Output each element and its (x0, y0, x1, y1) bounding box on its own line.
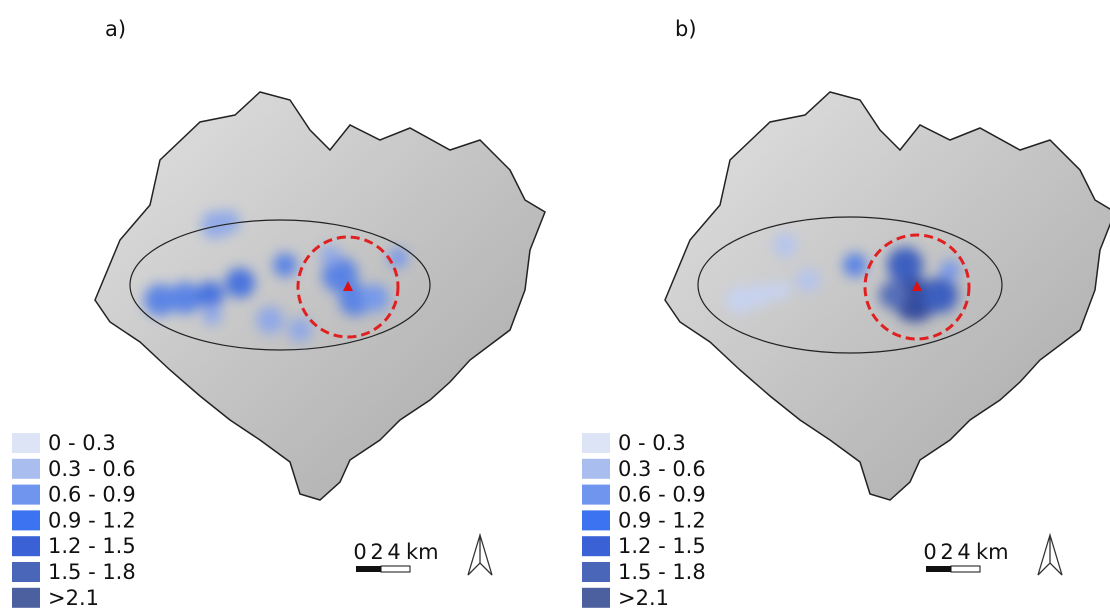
density-blob (320, 245, 340, 265)
density-blob (843, 253, 867, 277)
scale-tick: 2 (370, 540, 383, 564)
legend-label: 0.9 - 1.2 (48, 508, 136, 532)
scale-tick: 0 (923, 540, 936, 564)
scale-bar-white (381, 566, 410, 572)
legend-label: 0 - 0.3 (48, 431, 116, 455)
scale-bar-black (356, 566, 381, 572)
legend-swatch (12, 510, 40, 530)
legend-label: >2.1 (618, 586, 669, 610)
density-blob (361, 284, 389, 312)
legend-label: 0.3 - 0.6 (618, 457, 706, 481)
north-arrow (468, 535, 492, 575)
legend-swatch (582, 536, 610, 556)
density-blob (169, 282, 201, 314)
legend-swatch (12, 459, 40, 479)
panel-label: b) (675, 17, 697, 41)
legend-swatch (582, 510, 610, 530)
legend-label: 0.9 - 1.2 (618, 508, 706, 532)
legend-label: 0 - 0.3 (618, 431, 686, 455)
density-blob (273, 253, 297, 277)
density-blob (388, 248, 408, 268)
figure: a)0 - 0.30.3 - 0.60.6 - 0.90.9 - 1.21.2 … (0, 0, 1110, 614)
density-blob (225, 268, 255, 298)
scale-tick: 4 (957, 540, 970, 564)
legend-swatch (12, 536, 40, 556)
legend-swatch (12, 588, 40, 608)
legend-label: 1.2 - 1.5 (48, 534, 136, 558)
legend-swatch (582, 588, 610, 608)
density-blob (887, 247, 923, 283)
legend-label: 0.6 - 0.9 (618, 483, 706, 507)
density-blob (773, 233, 797, 257)
density-blob (796, 268, 820, 292)
density-blob (922, 277, 958, 313)
legend-swatch (582, 485, 610, 505)
legend-label: 1.5 - 1.8 (618, 560, 706, 584)
density-blob (196, 281, 224, 309)
panel: a) 0 - 0.30.3 - 0.60.6 - 0.90.9 - 1.21.2 … (12, 17, 545, 610)
scale-unit: km (406, 540, 439, 564)
panel: b) 0 - 0.30.3 - 0.60.6 - 0.90.9 - 1.21.2 … (582, 17, 1110, 610)
scale-bar-white (951, 566, 980, 572)
north-arrow (1038, 535, 1062, 575)
density-blob (879, 281, 907, 309)
legend-swatch (12, 485, 40, 505)
legend-label: 1.2 - 1.5 (618, 534, 706, 558)
density-blob (940, 260, 960, 280)
scale-unit: km (976, 540, 1009, 564)
density-blob (770, 280, 790, 300)
legend-label: 0.6 - 0.9 (48, 483, 136, 507)
density-blob (216, 210, 240, 234)
legend-swatch (582, 459, 610, 479)
density-blob (202, 305, 222, 325)
legend-label: >2.1 (48, 586, 99, 610)
legend-label: 0.3 - 0.6 (48, 457, 136, 481)
legend-swatch (582, 433, 610, 453)
density-blob (748, 283, 772, 307)
legend-label: 1.5 - 1.8 (48, 560, 136, 584)
scale-tick: 0 (353, 540, 366, 564)
density-blob (256, 306, 284, 334)
scale-tick: 4 (387, 540, 400, 564)
scale-bar-black (926, 566, 951, 572)
panel-label: a) (105, 17, 126, 41)
density-blob (288, 318, 312, 342)
legend-swatch (582, 562, 610, 582)
legend-swatch (12, 562, 40, 582)
scale-tick: 2 (940, 540, 953, 564)
legend-swatch (12, 433, 40, 453)
